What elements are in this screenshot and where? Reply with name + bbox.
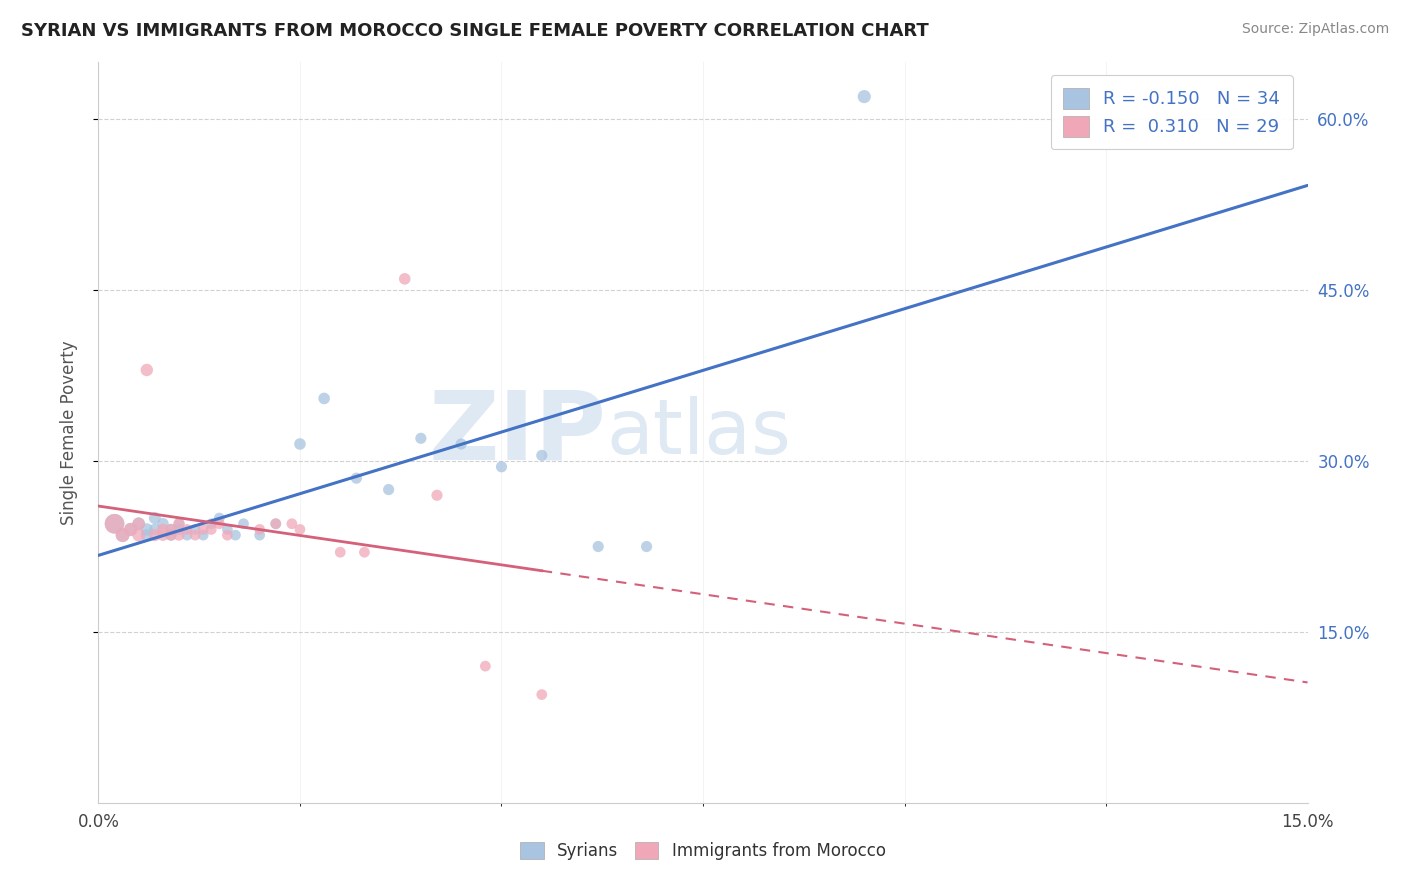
Point bbox=[103, 516, 125, 531]
Point bbox=[232, 516, 254, 531]
Point bbox=[491, 459, 513, 474]
Point bbox=[288, 523, 311, 537]
Point bbox=[200, 516, 222, 531]
Point bbox=[344, 471, 367, 485]
Point bbox=[281, 516, 304, 531]
Text: ZIP: ZIP bbox=[429, 386, 606, 479]
Point bbox=[208, 516, 231, 531]
Point bbox=[217, 523, 239, 537]
Point bbox=[329, 545, 352, 559]
Point bbox=[167, 523, 190, 537]
Legend: Syrians, Immigrants from Morocco: Syrians, Immigrants from Morocco bbox=[512, 834, 894, 869]
Text: atlas: atlas bbox=[606, 396, 792, 469]
Point bbox=[586, 540, 609, 554]
Point bbox=[208, 511, 231, 525]
Point bbox=[160, 523, 183, 537]
Point bbox=[120, 523, 142, 537]
Point bbox=[353, 545, 375, 559]
Point bbox=[264, 516, 287, 531]
Point bbox=[167, 516, 190, 531]
Point bbox=[217, 528, 239, 542]
Point bbox=[143, 511, 166, 525]
Point bbox=[160, 528, 183, 542]
Point bbox=[184, 523, 207, 537]
Point bbox=[314, 392, 336, 406]
Point bbox=[135, 523, 157, 537]
Point bbox=[143, 523, 166, 537]
Point bbox=[135, 363, 157, 377]
Point bbox=[394, 272, 416, 286]
Point bbox=[176, 528, 198, 542]
Point bbox=[249, 528, 271, 542]
Point bbox=[128, 528, 150, 542]
Point bbox=[152, 516, 174, 531]
Point bbox=[143, 528, 166, 542]
Point bbox=[224, 528, 246, 542]
Point bbox=[853, 89, 876, 103]
Point bbox=[160, 523, 183, 537]
Point bbox=[184, 528, 207, 542]
Point bbox=[160, 528, 183, 542]
Point bbox=[103, 516, 125, 531]
Point bbox=[636, 540, 658, 554]
Point bbox=[128, 516, 150, 531]
Point bbox=[530, 688, 553, 702]
Point bbox=[200, 523, 222, 537]
Point bbox=[176, 523, 198, 537]
Point bbox=[167, 516, 190, 531]
Point bbox=[450, 437, 472, 451]
Point bbox=[120, 523, 142, 537]
Point bbox=[426, 488, 449, 502]
Point bbox=[377, 483, 399, 497]
Point bbox=[288, 437, 311, 451]
Point bbox=[152, 523, 174, 537]
Point bbox=[530, 449, 553, 463]
Point bbox=[249, 523, 271, 537]
Point bbox=[111, 528, 134, 542]
Point bbox=[409, 431, 432, 445]
Point bbox=[128, 516, 150, 531]
Point bbox=[193, 523, 215, 537]
Point bbox=[264, 516, 287, 531]
Point bbox=[474, 659, 496, 673]
Point bbox=[135, 528, 157, 542]
Text: Source: ZipAtlas.com: Source: ZipAtlas.com bbox=[1241, 22, 1389, 37]
Point bbox=[111, 528, 134, 542]
Point bbox=[193, 528, 215, 542]
Y-axis label: Single Female Poverty: Single Female Poverty bbox=[59, 341, 77, 524]
Point bbox=[167, 528, 190, 542]
Text: SYRIAN VS IMMIGRANTS FROM MOROCCO SINGLE FEMALE POVERTY CORRELATION CHART: SYRIAN VS IMMIGRANTS FROM MOROCCO SINGLE… bbox=[21, 22, 929, 40]
Point bbox=[152, 528, 174, 542]
